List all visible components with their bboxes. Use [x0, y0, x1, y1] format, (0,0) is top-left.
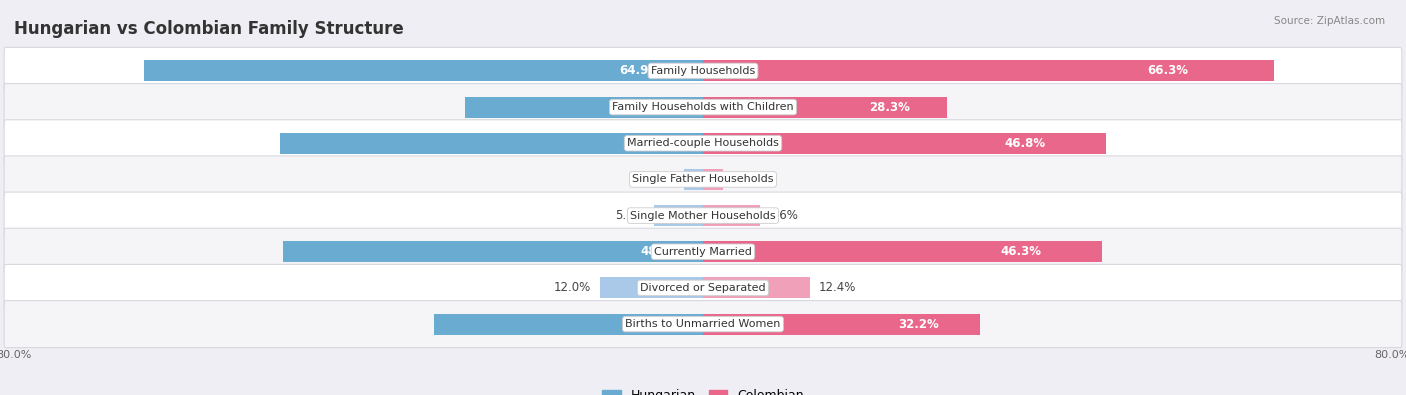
Text: Single Mother Households: Single Mother Households: [630, 211, 776, 220]
FancyBboxPatch shape: [4, 228, 1402, 275]
Text: 48.8%: 48.8%: [640, 245, 681, 258]
Text: 2.2%: 2.2%: [645, 173, 675, 186]
Text: Hungarian vs Colombian Family Structure: Hungarian vs Colombian Family Structure: [14, 19, 404, 38]
Text: 12.0%: 12.0%: [554, 281, 591, 294]
Bar: [703, 241, 1102, 262]
FancyBboxPatch shape: [4, 120, 1402, 167]
Text: 32.2%: 32.2%: [898, 318, 939, 331]
Text: Married-couple Households: Married-couple Households: [627, 138, 779, 148]
Text: 6.6%: 6.6%: [769, 209, 799, 222]
Bar: [703, 314, 980, 335]
Bar: [434, 314, 703, 335]
Bar: [599, 277, 703, 298]
Text: 2.3%: 2.3%: [731, 173, 761, 186]
Text: 28.3%: 28.3%: [869, 101, 910, 114]
Bar: [283, 241, 703, 262]
Text: Family Households: Family Households: [651, 66, 755, 76]
FancyBboxPatch shape: [4, 301, 1402, 348]
Text: Divorced or Separated: Divorced or Separated: [640, 283, 766, 293]
Bar: [703, 169, 723, 190]
Text: Family Households with Children: Family Households with Children: [612, 102, 794, 112]
Bar: [143, 60, 703, 81]
Text: 46.3%: 46.3%: [1001, 245, 1042, 258]
Bar: [280, 133, 703, 154]
Bar: [703, 97, 946, 118]
Bar: [654, 205, 703, 226]
Bar: [703, 133, 1107, 154]
FancyBboxPatch shape: [4, 156, 1402, 203]
Text: Source: ZipAtlas.com: Source: ZipAtlas.com: [1274, 16, 1385, 26]
Text: 49.1%: 49.1%: [640, 137, 681, 150]
Text: 46.8%: 46.8%: [1004, 137, 1046, 150]
Text: 12.4%: 12.4%: [818, 281, 856, 294]
Text: 31.2%: 31.2%: [662, 318, 703, 331]
FancyBboxPatch shape: [4, 192, 1402, 239]
Text: Currently Married: Currently Married: [654, 247, 752, 257]
FancyBboxPatch shape: [4, 47, 1402, 94]
Text: Single Father Households: Single Father Households: [633, 175, 773, 184]
Text: Births to Unmarried Women: Births to Unmarried Women: [626, 319, 780, 329]
Text: 27.6%: 27.6%: [668, 101, 709, 114]
FancyBboxPatch shape: [4, 264, 1402, 311]
Bar: [703, 277, 810, 298]
Bar: [685, 169, 703, 190]
Bar: [703, 205, 759, 226]
Bar: [703, 60, 1274, 81]
Legend: Hungarian, Colombian: Hungarian, Colombian: [598, 384, 808, 395]
Text: 5.7%: 5.7%: [616, 209, 645, 222]
Bar: [465, 97, 703, 118]
Text: 66.3%: 66.3%: [1147, 64, 1188, 77]
Text: 64.9%: 64.9%: [619, 64, 661, 77]
FancyBboxPatch shape: [4, 84, 1402, 131]
